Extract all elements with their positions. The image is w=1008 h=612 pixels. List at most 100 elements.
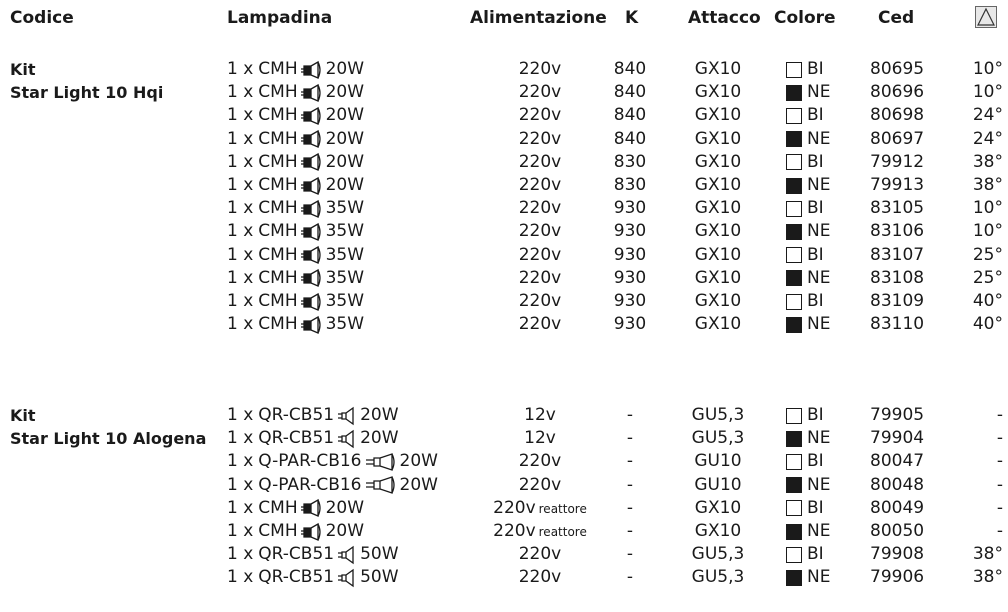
colore-cell: BI	[786, 244, 824, 267]
voltage-note: reattore	[538, 525, 587, 539]
colore-value: BI	[807, 244, 824, 265]
angle-cell: 38°	[972, 175, 1003, 195]
lamp-watt: 35W	[325, 267, 365, 288]
table-row: 1 x Q-PAR-CB16 20W 220v - GU10 NE 80048 -	[0, 474, 1008, 497]
lamp-type: CMH	[258, 244, 298, 265]
lamp-watt: 20W	[325, 59, 365, 79]
kelvin-cell: 930	[613, 198, 647, 219]
qr-bulb-icon	[338, 429, 354, 448]
lamp-qty: 1 x	[227, 405, 254, 425]
table-row: 1 x CMH 20W 220v 840 GX10 BI 80698 24°	[0, 104, 1008, 127]
table-row: 1 x QR-CB51 20W 12v - GU5,3 BI 79905 -	[0, 404, 1008, 427]
kelvin-cell: 830	[613, 175, 647, 195]
lamp-watt: 50W	[360, 544, 399, 565]
lamp-cell: 1 x CMH 35W	[227, 313, 364, 336]
cmh-bulb-icon	[300, 83, 321, 102]
table-row: 1 x QR-CB51 50W 220v - GU5,3 NE 79906 38°	[0, 566, 1008, 589]
attacco-cell: GX10	[694, 314, 742, 335]
cmh-bulb-icon	[300, 499, 321, 518]
lamp-watt: 20W	[360, 405, 399, 425]
table-row: 1 x CMH 20W 220v 840 GX10 NE 80696 10°	[0, 81, 1008, 104]
lamp-qty: 1 x	[227, 59, 254, 79]
colore-value: NE	[807, 175, 831, 195]
lamp-cell: 1 x QR-CB51 20W	[227, 427, 399, 450]
header-colore: Colore	[774, 8, 836, 28]
cmh-bulb-icon	[300, 315, 321, 334]
voltage-cell: 220v	[480, 197, 600, 220]
header-ced: Ced	[878, 8, 915, 28]
ced-cell: 80696	[870, 82, 925, 103]
lamp-qty: 1 x	[227, 128, 254, 149]
colore-value: NE	[807, 428, 831, 449]
table-row: 1 x CMH 20W 220v 830 GX10 BI 79912 38°	[0, 151, 1008, 174]
lamp-cell: 1 x Q-PAR-CB16 20W	[227, 474, 438, 497]
lamp-type: Q-PAR-CB16	[258, 474, 362, 495]
colore-cell: BI	[786, 497, 824, 520]
beam-angle-icon	[975, 6, 997, 28]
lamp-qty: 1 x	[227, 567, 254, 588]
lamp-watt: 35W	[325, 221, 365, 242]
attacco-cell: GX10	[694, 267, 742, 288]
voltage-value: 220v	[518, 544, 562, 565]
lamp-type: CMH	[258, 175, 298, 195]
kelvin-cell: -	[626, 567, 634, 588]
lamp-watt: 20W	[325, 497, 365, 518]
lamp-type: CMH	[258, 521, 298, 541]
ced-cell: 79912	[870, 151, 925, 172]
lamp-qty: 1 x	[227, 451, 254, 472]
ced-cell: 80047	[870, 451, 925, 472]
angle-cell: 24°	[972, 105, 1003, 126]
ced-cell: 80698	[870, 105, 925, 126]
black-swatch	[786, 84, 802, 101]
voltage-note: reattore	[538, 501, 587, 516]
white-swatch	[786, 247, 802, 264]
voltage-value: 220v	[518, 474, 562, 495]
voltage-cell: 220v	[480, 104, 600, 127]
lamp-cell: 1 x CMH 20W	[227, 104, 364, 127]
voltage-value: 220v	[518, 451, 562, 472]
table-row: 1 x CMH 35W 220v 930 GX10 BI 83109 40°	[0, 290, 1008, 313]
colore-cell: BI	[786, 450, 824, 473]
lamp-qty: 1 x	[227, 521, 254, 541]
colore-cell: NE	[786, 128, 830, 151]
cmh-bulb-icon	[300, 176, 321, 195]
black-swatch	[786, 223, 802, 240]
voltage-cell: 12v	[480, 427, 600, 450]
colore-value: BI	[807, 59, 824, 79]
angle-cell: 25°	[972, 244, 1003, 265]
angle-cell: 10°	[972, 59, 1003, 79]
voltage-value: 220v	[518, 198, 562, 219]
lamp-qty: 1 x	[227, 221, 254, 242]
lamp-cell: 1 x CMH 35W	[227, 244, 364, 267]
colore-value: BI	[807, 544, 824, 565]
voltage-value: 220v	[493, 521, 536, 541]
black-swatch	[786, 131, 802, 148]
table-row: 1 x CMH 20W 220v reattore - GX10 NE 80050 -	[0, 520, 1008, 543]
lamp-watt: 20W	[325, 128, 365, 149]
colore-value: NE	[807, 474, 831, 495]
voltage-cell: 12v	[480, 404, 600, 427]
voltage-cell: 220v	[480, 474, 600, 497]
lamp-watt: 20W	[325, 105, 365, 126]
lamp-cell: 1 x QR-CB51 50W	[227, 543, 399, 566]
lamp-watt: 20W	[325, 521, 365, 541]
qr-bulb-icon	[338, 406, 354, 425]
ced-cell: 80050	[870, 521, 925, 541]
lamp-qty: 1 x	[227, 105, 254, 126]
ced-cell: 80049	[870, 497, 925, 518]
attacco-cell: GU10	[694, 474, 742, 495]
lamp-type: CMH	[258, 105, 298, 126]
group-subtitle: Star Light 10 Hqi	[10, 83, 164, 103]
voltage-cell: 220v	[480, 290, 600, 313]
colore-value: BI	[807, 151, 824, 172]
kelvin-cell: 840	[613, 82, 647, 103]
table-row: 1 x CMH 20W 220v 830 GX10 NE 79913 38°	[0, 174, 1008, 197]
colore-value: NE	[807, 567, 831, 588]
colore-cell: BI	[786, 151, 824, 174]
attacco-cell: GX10	[694, 59, 742, 79]
colore-cell: BI	[786, 104, 824, 127]
white-swatch	[786, 500, 802, 517]
table-row: 1 x CMH 35W 220v 930 GX10 NE 83106 10°	[0, 220, 1008, 243]
voltage-value: 220v	[518, 291, 562, 311]
lamp-cell: 1 x CMH 20W	[227, 497, 364, 520]
